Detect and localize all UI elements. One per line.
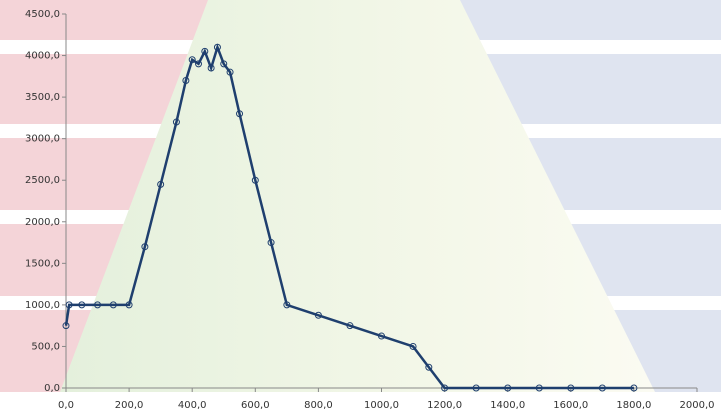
background: [0, 0, 721, 416]
x-tick-label: 1800,0: [616, 400, 651, 411]
y-tick-label: 4000,0: [25, 51, 60, 62]
x-tick-label: 1000,0: [364, 400, 399, 411]
y-tick-label: 1500,0: [25, 258, 60, 269]
y-tick-label: 0,0: [44, 383, 60, 394]
y-tick-label: 500,0: [31, 341, 60, 352]
x-tick-label: 1600,0: [553, 400, 588, 411]
x-tick-label: 1400,0: [490, 400, 525, 411]
x-tick-label: 200,0: [115, 400, 144, 411]
x-tick-label: 1200,0: [427, 400, 462, 411]
x-tick-label: 800,0: [304, 400, 333, 411]
y-tick-label: 3500,0: [25, 92, 60, 103]
y-tick-label: 2000,0: [25, 217, 60, 228]
x-tick-label: 2000,0: [680, 400, 715, 411]
y-tick-label: 4500,0: [25, 9, 60, 20]
y-tick-label: 2500,0: [25, 175, 60, 186]
chart: 0,0 500,0 1000,0 1500,0 2000,0 2500,0 3000,0 35…: [0, 0, 721, 416]
x-tick-label: 400,0: [178, 400, 207, 411]
x-tick-label: 600,0: [241, 400, 270, 411]
y-tick-label: 1000,0: [25, 300, 60, 311]
x-tick-label: 0,0: [58, 400, 74, 411]
y-tick-label: 3000,0: [25, 134, 60, 145]
